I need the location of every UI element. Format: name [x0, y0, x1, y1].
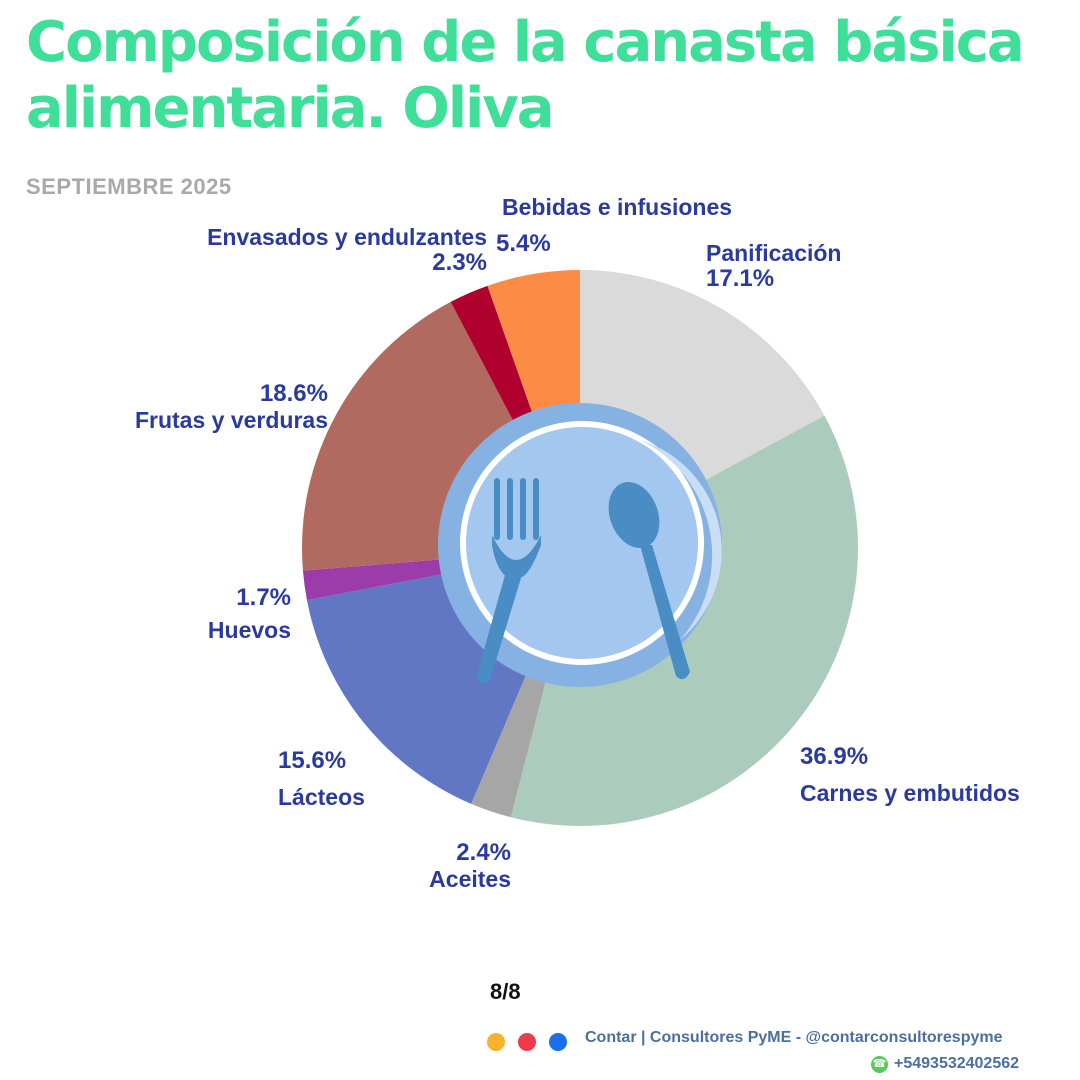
label-panificacion: Panificación 17.1%	[706, 240, 842, 292]
title-line-2: alimentaria. Oliva	[26, 76, 555, 141]
chart-subtitle: SEPTIEMBRE 2025	[26, 174, 232, 199]
label-carnes: 36.9% Carnes y embutidos	[800, 743, 1020, 807]
red-dot-icon	[518, 1033, 536, 1051]
label-bebidas: Bebidas e infusiones 5.4%	[496, 194, 733, 257]
whatsapp-icon: ☎	[871, 1055, 888, 1073]
phone-number: +5493532402562	[894, 1055, 1020, 1072]
blue-dot-icon	[549, 1033, 567, 1051]
label-envasados: Envasados y endulzantes 2.3%	[207, 224, 487, 276]
label-huevos: 1.7% Huevos	[207, 584, 291, 644]
label-frutas: 18.6% Frutas y verduras	[134, 380, 328, 434]
page-indicator: 8/8	[490, 979, 521, 1004]
chart-title: Composición de la canasta básica aliment…	[26, 10, 1066, 142]
label-aceites: 2.4% Aceites	[429, 839, 511, 893]
yellow-dot-icon	[487, 1033, 505, 1051]
label-lacteos: 15.6% Lácteos	[278, 747, 365, 811]
phone-contact: ☎ +5493532402562	[871, 1055, 1019, 1073]
brand-dots	[487, 1033, 567, 1051]
plate-fork-spoon-icon	[438, 403, 722, 687]
brand-text: Contar | Consultores PyME - @contarconsu…	[585, 1029, 1003, 1046]
title-line-1: Composición de la canasta básica	[26, 10, 1025, 75]
